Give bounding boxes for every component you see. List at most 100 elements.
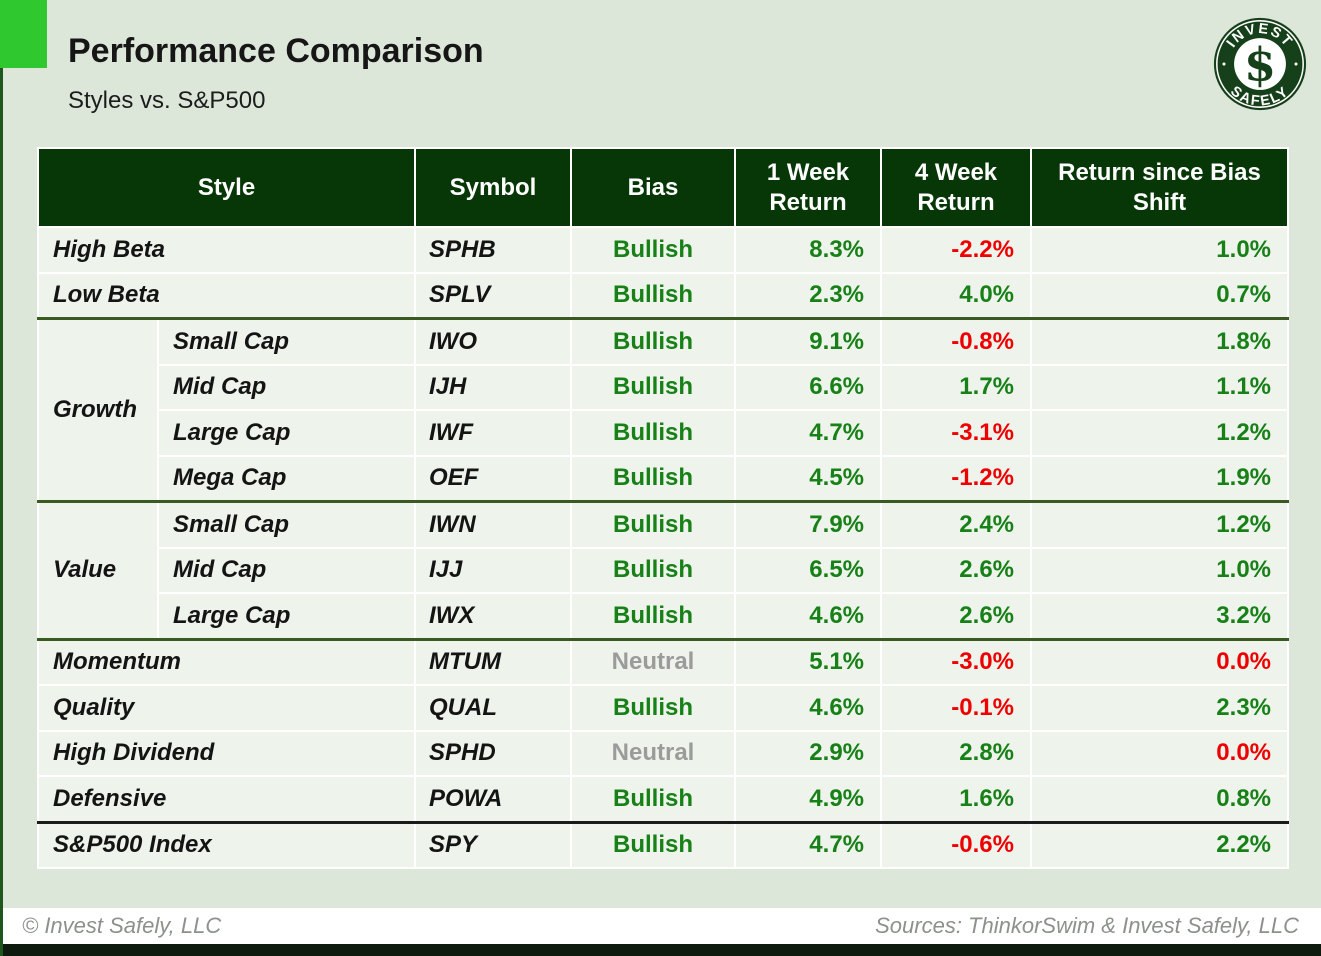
week1-return-cell: 4.7%	[734, 409, 882, 457]
week4-return-cell: -2.2%	[880, 226, 1032, 274]
table-row: Large Cap IWF Bullish 4.7% -3.1% 1.2%	[38, 409, 1289, 457]
week1-return-cell: 4.6%	[734, 592, 882, 640]
week4-return-cell: 2.6%	[880, 592, 1032, 640]
header-4-week-return: 4 Week Return	[880, 147, 1032, 228]
since-return-cell: 2.2%	[1030, 820, 1289, 869]
footer-copyright: © Invest Safely, LLC	[22, 913, 222, 938]
since-return-cell: 3.2%	[1030, 592, 1289, 640]
week4-return-cell: -0.8%	[880, 317, 1032, 366]
symbol-cell: IWF	[414, 409, 572, 457]
since-return-cell: 1.8%	[1030, 317, 1289, 366]
since-return-cell: 1.1%	[1030, 363, 1289, 411]
style-group-cell: Value	[37, 500, 159, 640]
bias-cell: Bullish	[570, 500, 736, 549]
table-row: Mega Cap OEF Bullish 4.5% -1.2% 1.9%	[38, 454, 1289, 503]
week4-return-cell: -3.0%	[880, 637, 1032, 686]
symbol-cell: MTUM	[414, 637, 572, 686]
style-cell: Large Cap	[157, 592, 416, 640]
table-row: Growth Small Cap IWO Bullish 9.1% -0.8% …	[37, 317, 1289, 503]
since-return-cell: 1.9%	[1030, 454, 1289, 503]
bias-cell: Bullish	[570, 454, 736, 503]
header-symbol: Symbol	[414, 147, 572, 228]
week1-return-cell: 4.6%	[734, 684, 882, 732]
bias-cell: Bullish	[570, 546, 736, 594]
week1-return-cell: 2.9%	[734, 729, 882, 777]
bias-cell: Neutral	[570, 729, 736, 777]
symbol-cell: IJH	[414, 363, 572, 411]
week4-return-cell: -1.2%	[880, 454, 1032, 503]
since-return-cell: 1.0%	[1030, 546, 1289, 594]
since-return-cell: 0.0%	[1030, 729, 1289, 777]
since-return-cell: 0.0%	[1030, 637, 1289, 686]
table-row: Mid Cap IJJ Bullish 6.5% 2.6% 1.0%	[38, 546, 1289, 594]
style-cell: Small Cap	[157, 317, 416, 366]
style-cell: Low Beta	[37, 271, 416, 320]
bias-cell: Bullish	[570, 363, 736, 411]
style-cell: Mid Cap	[157, 363, 416, 411]
table-row: High Beta SPHB Bullish 8.3% -2.2% 1.0%	[37, 226, 1289, 274]
style-cell: Defensive	[37, 775, 416, 823]
header-return-since-bias-shift: Return since Bias Shift	[1030, 147, 1289, 228]
header-style: Style	[37, 147, 416, 228]
bottom-bar	[0, 944, 1321, 956]
symbol-cell: SPHB	[414, 226, 572, 274]
week4-return-cell: 2.8%	[880, 729, 1032, 777]
style-cell: High Dividend	[37, 729, 416, 777]
table-row: Quality QUAL Bullish 4.6% -0.1% 2.3%	[37, 684, 1289, 732]
page-title: Performance Comparison	[68, 32, 484, 70]
week1-return-cell: 4.5%	[734, 454, 882, 503]
symbol-cell: IWO	[414, 317, 572, 366]
symbol-cell: POWA	[414, 775, 572, 823]
week1-return-cell: 9.1%	[734, 317, 882, 366]
since-return-cell: 0.8%	[1030, 775, 1289, 823]
bias-cell: Bullish	[570, 271, 736, 320]
week1-return-cell: 2.3%	[734, 271, 882, 320]
week1-return-cell: 5.1%	[734, 637, 882, 686]
table-row: High Dividend SPHD Neutral 2.9% 2.8% 0.0…	[37, 729, 1289, 777]
green-accent-square	[0, 0, 47, 68]
bias-cell: Bullish	[570, 226, 736, 274]
invest-safely-logo-icon: $ INVEST SAFELY	[1213, 17, 1307, 111]
style-cell: Momentum	[37, 637, 416, 686]
since-return-cell: 1.2%	[1030, 409, 1289, 457]
week1-return-cell: 8.3%	[734, 226, 882, 274]
style-cell: High Beta	[37, 226, 416, 274]
bias-cell: Bullish	[570, 409, 736, 457]
table-header-row: Style Symbol Bias 1 Week Return 4 Week R…	[37, 147, 1289, 228]
week4-return-cell: 1.7%	[880, 363, 1032, 411]
bias-cell: Bullish	[570, 775, 736, 823]
table-row-sp500-index: S&P500 Index SPY Bullish 4.7% -0.6% 2.2%	[37, 820, 1289, 869]
header-bias: Bias	[570, 147, 736, 228]
symbol-cell: SPHD	[414, 729, 572, 777]
week4-return-cell: -0.1%	[880, 684, 1032, 732]
week4-return-cell: 2.6%	[880, 546, 1032, 594]
week1-return-cell: 4.7%	[734, 820, 882, 869]
week1-return-cell: 7.9%	[734, 500, 882, 549]
style-group-cell: Growth	[37, 317, 159, 503]
logo-dollar-glyph: $	[1244, 37, 1276, 91]
since-return-cell: 1.0%	[1030, 226, 1289, 274]
page-subtitle: Styles vs. S&P500	[68, 87, 266, 114]
footer-strip	[0, 908, 1321, 944]
bias-cell: Neutral	[570, 637, 736, 686]
style-cell: S&P500 Index	[37, 820, 416, 869]
style-cell: Quality	[37, 684, 416, 732]
table-row: Momentum MTUM Neutral 5.1% -3.0% 0.0%	[37, 637, 1289, 686]
footer-sources: Sources: ThinkorSwim & Invest Safely, LL…	[875, 913, 1299, 938]
week4-return-cell: 2.4%	[880, 500, 1032, 549]
since-return-cell: 1.2%	[1030, 500, 1289, 549]
symbol-cell: IWN	[414, 500, 572, 549]
header-1-week-return: 1 Week Return	[734, 147, 882, 228]
week1-return-cell: 6.6%	[734, 363, 882, 411]
style-cell: Mid Cap	[157, 546, 416, 594]
symbol-cell: IWX	[414, 592, 572, 640]
symbol-cell: QUAL	[414, 684, 572, 732]
week4-return-cell: 4.0%	[880, 271, 1032, 320]
symbol-cell: SPLV	[414, 271, 572, 320]
symbol-cell: SPY	[414, 820, 572, 869]
symbol-cell: IJJ	[414, 546, 572, 594]
left-edge-accent-bar	[0, 0, 3, 956]
week4-return-cell: -3.1%	[880, 409, 1032, 457]
table-row: Value Small Cap IWN Bullish 7.9% 2.4% 1.…	[37, 500, 1289, 640]
week1-return-cell: 4.9%	[734, 775, 882, 823]
